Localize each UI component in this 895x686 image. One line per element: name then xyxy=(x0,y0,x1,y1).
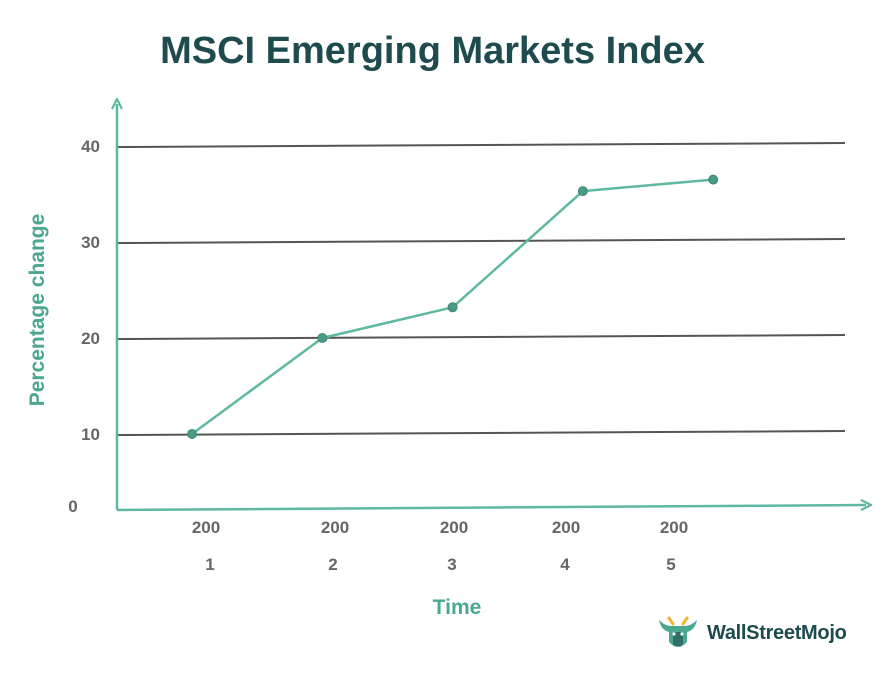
x-tick-label: 200 xyxy=(440,518,468,537)
grid-line xyxy=(116,430,846,436)
grid-lines xyxy=(116,142,846,436)
brand-name: WallStreetMojo xyxy=(707,621,847,644)
x-tick-label: 3 xyxy=(447,555,456,574)
x-tick-label: 5 xyxy=(666,555,675,574)
x-axis xyxy=(116,505,866,512)
y-tick-label: 10 xyxy=(81,425,100,444)
data-point xyxy=(447,302,458,313)
y-tick-label: 20 xyxy=(81,329,100,348)
x-tick-label: 200 xyxy=(660,518,688,537)
data-point xyxy=(708,174,719,185)
y-tick-label: 30 xyxy=(81,233,100,252)
x-tick-label: 2 xyxy=(328,555,337,574)
series xyxy=(187,174,719,439)
x-axis-label: Time xyxy=(433,596,482,619)
y-tick-labels: 0 10 20 30 40 xyxy=(68,137,100,516)
y-tick-label: 40 xyxy=(81,137,100,156)
x-tick-label: 200 xyxy=(552,518,580,537)
grid-line xyxy=(116,142,846,148)
axes xyxy=(116,104,866,512)
y-axis-label: Percentage change xyxy=(26,214,49,407)
data-point xyxy=(317,333,328,343)
grid-line xyxy=(116,334,846,340)
data-point xyxy=(577,186,588,197)
y-tick-label: 0 xyxy=(68,497,77,516)
x-tick-label: 1 xyxy=(205,555,214,574)
x-tick-label: 200 xyxy=(192,518,220,537)
x-tick-label: 200 xyxy=(321,518,349,537)
bull-icon xyxy=(659,616,697,647)
grid-line xyxy=(116,238,846,244)
data-point xyxy=(187,429,197,439)
x-tick-labels: 200 1 200 2 200 3 200 4 200 5 xyxy=(192,518,688,574)
brand-logo: WallStreetMojo xyxy=(655,612,847,654)
chart-title: MSCI Emerging Markets Index xyxy=(160,30,705,72)
x-tick-label: 4 xyxy=(560,555,570,574)
